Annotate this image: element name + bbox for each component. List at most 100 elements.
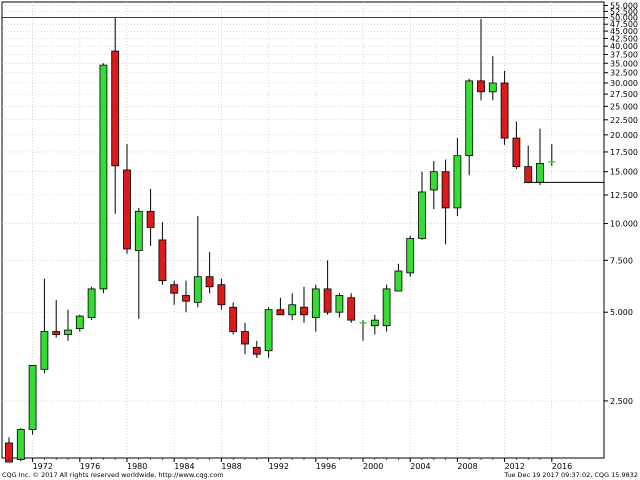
candle xyxy=(300,286,308,323)
candle-body xyxy=(406,238,415,274)
plot-frame xyxy=(1,1,605,459)
candle xyxy=(264,307,273,358)
y-tick-label: 35.000 xyxy=(610,59,638,68)
candle xyxy=(205,252,214,294)
candle-body xyxy=(311,288,320,318)
candle-body xyxy=(28,364,37,430)
candle xyxy=(123,144,131,254)
candle xyxy=(182,280,190,313)
x-tick-label: 1984 xyxy=(174,462,194,471)
candle-body xyxy=(323,288,332,313)
candle xyxy=(382,284,391,332)
timestamp-text: Tue Dec 19 2017 09:37:02, CQG 15.9832 xyxy=(504,471,638,479)
candle-body xyxy=(335,295,344,313)
candle xyxy=(64,309,72,341)
y-axis: 55.00052.50050.00047.50045.00042.50040.0… xyxy=(604,1,638,406)
candles xyxy=(5,17,556,463)
candle-body xyxy=(64,329,72,335)
candle-body xyxy=(252,346,261,355)
candle xyxy=(87,286,96,321)
candle-body xyxy=(158,239,167,282)
candle xyxy=(536,128,544,186)
candle-body xyxy=(288,304,297,316)
y-tick-label: 12.500 xyxy=(610,191,638,200)
candle xyxy=(453,138,462,217)
y-tick-label: 7.500 xyxy=(610,256,633,265)
x-axis: 1972 1976 1980 1984 1988 1992 1996 2000 2004 2008… xyxy=(8,458,572,471)
y-tick-label: 50.000 xyxy=(610,14,638,23)
candle xyxy=(548,144,556,166)
candle-body xyxy=(524,166,533,183)
y-tick-label: 52.500 xyxy=(610,7,638,16)
copyright-text: CQG Inc. © 2017 All rights reserved worl… xyxy=(2,471,224,479)
candle xyxy=(16,428,25,462)
x-tick-label: 2012 xyxy=(505,462,525,471)
candle xyxy=(75,314,84,332)
candle-body xyxy=(52,331,61,335)
candle xyxy=(477,18,485,101)
x-tick-label: 2016 xyxy=(552,462,572,471)
y-tick-label: 32.500 xyxy=(610,69,638,78)
y-tick-label: 40.000 xyxy=(610,42,638,51)
candle xyxy=(347,293,356,323)
candle xyxy=(488,56,497,101)
candle xyxy=(441,159,450,245)
candle xyxy=(465,78,474,176)
x-tick-label: 2000 xyxy=(363,462,383,471)
y-tick-label: 10.000 xyxy=(610,220,638,229)
candle xyxy=(524,145,533,184)
candle xyxy=(394,263,403,292)
candle-body xyxy=(205,276,214,288)
candle xyxy=(52,300,61,338)
candle xyxy=(241,322,249,355)
x-tick-label: 1996 xyxy=(316,462,336,471)
x-tick-label: 1976 xyxy=(80,462,100,471)
x-tick-label: 1992 xyxy=(269,462,289,471)
y-tick-label: 20.000 xyxy=(610,131,638,140)
candle-body xyxy=(441,171,450,209)
candle xyxy=(158,222,167,285)
candle-body xyxy=(347,297,356,321)
candle xyxy=(134,207,143,319)
candle-body xyxy=(264,309,273,352)
candle xyxy=(276,297,285,316)
y-tick-label: 45.000 xyxy=(610,27,638,36)
candle xyxy=(5,437,13,463)
y-tick-label: 5.000 xyxy=(610,308,633,317)
candle-body xyxy=(477,80,485,93)
y-tick-label: 30.000 xyxy=(610,79,638,88)
candle-body xyxy=(123,169,131,250)
y-tick-label: 27.500 xyxy=(610,90,638,99)
x-tick-label: 1988 xyxy=(221,462,241,471)
candle-body xyxy=(465,80,474,157)
candle xyxy=(429,161,438,210)
candle xyxy=(406,235,415,277)
grid xyxy=(1,1,605,459)
candle xyxy=(335,293,344,318)
candle-body xyxy=(394,270,403,292)
candle-body xyxy=(217,284,226,306)
candle xyxy=(111,17,120,214)
candle-body xyxy=(512,137,521,168)
y-tick-label: 2.500 xyxy=(610,397,633,406)
candle xyxy=(359,320,367,341)
candle xyxy=(323,260,332,315)
candle xyxy=(311,284,320,332)
candle xyxy=(370,314,379,335)
candle xyxy=(512,121,521,170)
candle-body xyxy=(5,442,13,463)
y-tick-label: 42.500 xyxy=(610,34,638,43)
candle-body xyxy=(193,276,202,303)
candle-body xyxy=(370,319,379,327)
candle-body xyxy=(134,210,143,251)
y-tick-label: 22.500 xyxy=(610,116,638,125)
candle-body xyxy=(87,288,96,318)
candle xyxy=(40,278,49,374)
candle-body xyxy=(182,295,190,302)
candle-body xyxy=(241,331,249,345)
y-tick-label: 17.500 xyxy=(610,148,638,157)
candle-body xyxy=(300,306,308,316)
candle-body xyxy=(75,315,84,329)
x-tick-label: 2008 xyxy=(457,462,477,471)
